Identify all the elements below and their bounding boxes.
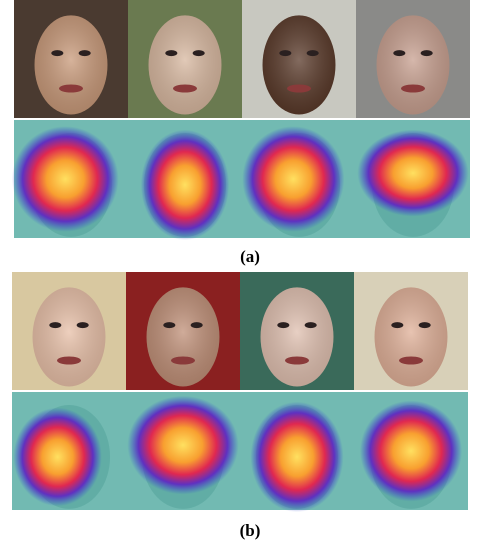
- eye: [49, 322, 61, 328]
- face-shade: [261, 287, 334, 386]
- eye: [191, 322, 203, 328]
- figure: (a) (b): [0, 0, 478, 546]
- mouth: [287, 85, 311, 93]
- heatmap: [251, 402, 344, 512]
- heatmap: [242, 126, 344, 232]
- eye: [77, 322, 89, 328]
- eye: [421, 50, 433, 56]
- eye: [279, 50, 291, 56]
- heatmap: [13, 408, 101, 507]
- mouth: [401, 85, 425, 93]
- heatmap: [357, 130, 468, 217]
- face-shade: [147, 287, 220, 386]
- face-shade: [149, 15, 222, 114]
- mouth: [399, 357, 423, 365]
- face-shade: [33, 287, 106, 386]
- eye: [393, 50, 405, 56]
- eye: [277, 322, 289, 328]
- mouth: [171, 357, 195, 365]
- panel-label: (a): [240, 247, 260, 266]
- mouth: [57, 357, 81, 365]
- eye: [391, 322, 403, 328]
- heatmap: [360, 401, 462, 502]
- mouth: [285, 357, 309, 365]
- face-shade: [263, 15, 336, 114]
- eye: [305, 322, 317, 328]
- heatmap: [141, 130, 229, 240]
- eye: [165, 50, 177, 56]
- eye: [79, 50, 91, 56]
- face-shade: [35, 15, 108, 114]
- eye: [51, 50, 63, 56]
- mouth: [173, 85, 197, 93]
- eye: [419, 322, 431, 328]
- face-shade: [375, 287, 448, 386]
- face-shade: [377, 15, 450, 114]
- mouth: [59, 85, 83, 93]
- heatmap: [12, 126, 119, 232]
- panel-label: (b): [240, 521, 261, 540]
- heatmap: [127, 396, 238, 495]
- eye: [163, 322, 175, 328]
- eye: [193, 50, 205, 56]
- eye: [307, 50, 319, 56]
